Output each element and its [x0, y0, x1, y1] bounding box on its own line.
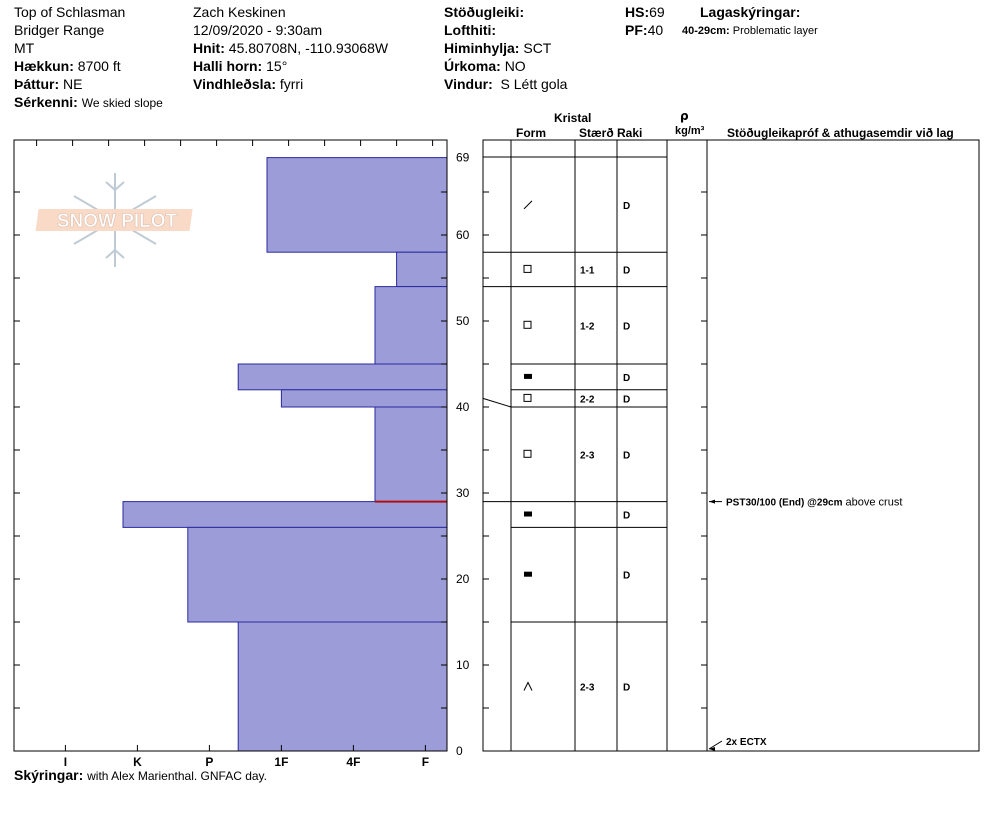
moisture-value: D [623, 450, 630, 461]
datetime: 12/09/2020 - 9:30am [193, 22, 323, 38]
depth-connector [482, 397, 512, 408]
hardness-bar [374, 406, 448, 503]
test-pointer [708, 740, 723, 750]
precipitation: Úrkoma: NO [444, 58, 526, 74]
x-tick-label: 1F [274, 755, 288, 769]
grain-shape [524, 511, 532, 517]
x-tick-label: I [64, 755, 67, 769]
melt-freeze-crust-icon [524, 373, 532, 379]
x-tick-label: F [422, 755, 429, 769]
density-unit: kg/m³ [675, 125, 705, 137]
x-tick-label: K [133, 755, 142, 769]
grain-size: 1-1 [580, 265, 595, 276]
wind: Vindur: S Létt gola [444, 76, 568, 92]
moisture-value: D [623, 201, 630, 212]
density-symbol: ρ [680, 109, 689, 123]
test-arrowhead [709, 747, 715, 751]
air-temp-label: Lofthiti: [444, 22, 497, 38]
faceted-icon [523, 393, 532, 402]
stability-test: PST30/100 (End) @29cm above crust [726, 497, 902, 509]
grain-shape [523, 200, 533, 210]
hardness-plot-frame [13, 139, 448, 752]
decomposing-icon [523, 200, 533, 210]
size-header: Stærð [579, 126, 614, 140]
aspect: Þáttur: NE [14, 76, 83, 92]
slope-angle: Halli horn: 15° [193, 58, 288, 74]
grain-shape [523, 264, 532, 273]
grain-size: 2-3 [580, 450, 595, 461]
grain-shape [523, 449, 532, 458]
x-tick-label: P [205, 755, 213, 769]
faceted-icon [523, 449, 532, 458]
x-tick-label: 4F [346, 755, 360, 769]
grain-shape [524, 571, 532, 577]
mountain-range: Bridger Range [14, 22, 105, 38]
faceted-icon [523, 264, 532, 273]
hardness-bar [237, 621, 448, 752]
hardness-bar [280, 389, 448, 408]
grain-size: 2-3 [580, 683, 595, 694]
grain-size: 1-2 [580, 321, 595, 332]
hardness-bar [237, 363, 448, 391]
y-tick-label: 60 [456, 228, 470, 242]
hardness-bar [122, 501, 448, 528]
stability-test: 2x ECTX [726, 737, 767, 748]
coordinates: Hnit: 45.80708N, -110.93068W [193, 40, 389, 56]
logo-text: SNOW PILOT [57, 211, 178, 232]
grain-shape [523, 393, 532, 402]
moisture-header: Raki [617, 126, 643, 140]
hardness-bar [396, 251, 448, 288]
moisture-value: D [623, 683, 630, 694]
moisture-value: D [623, 571, 630, 582]
faceted-icon [523, 320, 532, 329]
crystal-header: Kristal [554, 111, 592, 125]
test-arrowhead [709, 499, 715, 504]
melt-freeze-crust-icon [524, 571, 532, 577]
stability-comments-header: Stöðugleikapróf & athugasemdir við lag [727, 126, 954, 140]
sky-cover: Himinhylja: SCT [444, 40, 552, 56]
state: MT [14, 40, 35, 56]
melt-freeze-crust-icon [524, 511, 532, 517]
snowpilot-logo: SNOW PILOT [35, 173, 193, 267]
comments: Skýringar: with Alex Marienthal. GNFAC d… [14, 767, 267, 783]
y-tick-label: 50 [456, 314, 470, 328]
wind-loading: Vindhleðsla: fyrri [193, 76, 304, 92]
observer: Zach Keskinen [193, 4, 286, 20]
depth-hoar-icon [523, 681, 533, 691]
y-tick-label: 69 [456, 151, 470, 165]
layer-notes-label: Lagaskýringar: [700, 4, 801, 20]
elevation: Hækkun: 8700 ft [14, 58, 121, 74]
stability-label: Stöðugleiki: [444, 4, 525, 20]
specifics: Sérkenni: We skied slope [14, 94, 163, 110]
form-header: Form [516, 126, 546, 140]
moisture-value: D [623, 394, 630, 405]
location: Top of Schlasman [14, 4, 126, 20]
moisture-value: D [623, 265, 630, 276]
moisture-value: D [623, 373, 630, 384]
grain-shape [523, 320, 532, 329]
hardness-bar [374, 286, 448, 365]
grain-shape [523, 681, 533, 691]
grain-shape [524, 373, 532, 379]
y-tick-label: 10 [456, 658, 470, 672]
foot-penetration: PF:40 [625, 22, 664, 38]
layer-note: 40-29cm: Problematic layer [682, 25, 818, 37]
snow-height: HS:69 [625, 4, 665, 20]
grain-size: 2-2 [580, 394, 595, 405]
y-tick-label: 30 [456, 486, 470, 500]
hardness-bar [266, 157, 448, 253]
y-tick-label: 40 [456, 400, 470, 414]
moisture-value: D [623, 511, 630, 522]
profile-table-frame [482, 139, 980, 752]
hardness-bar [187, 526, 448, 623]
moisture-value: D [623, 321, 630, 332]
y-tick-label: 0 [456, 744, 463, 758]
y-tick-label: 20 [456, 572, 470, 586]
